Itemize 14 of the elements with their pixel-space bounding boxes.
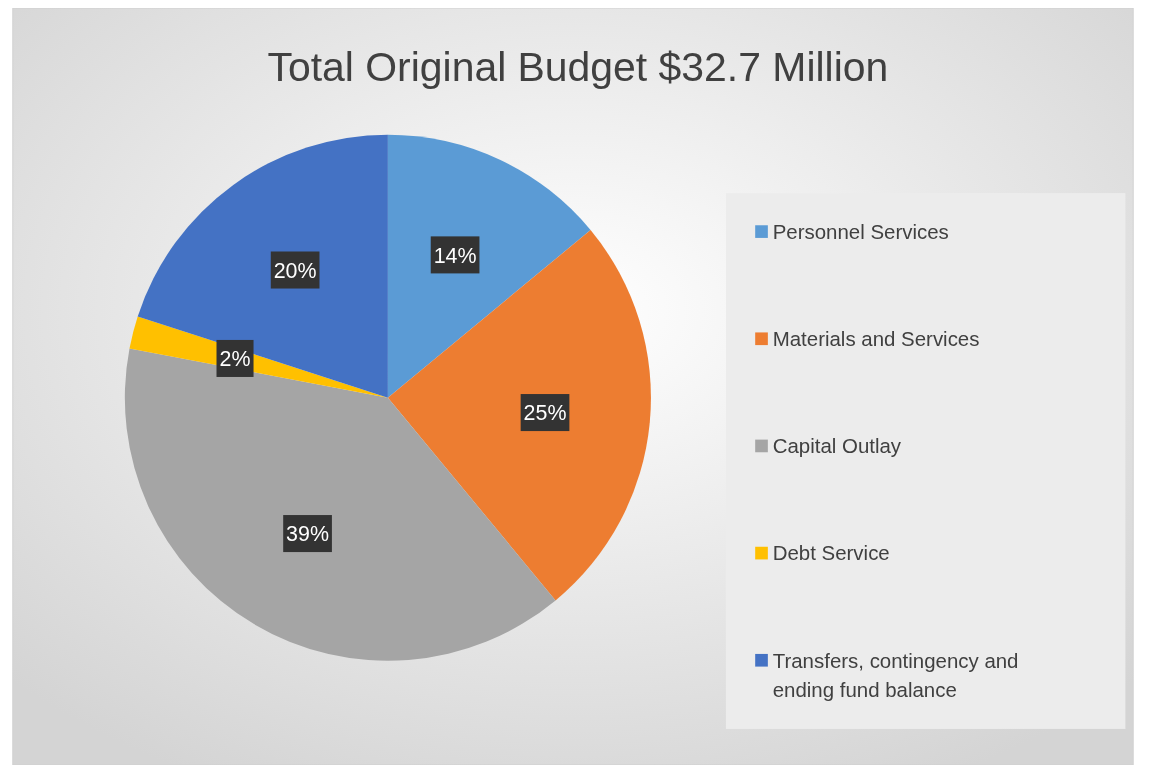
data-label: 2% [219, 347, 251, 372]
pie-slice [387, 230, 651, 601]
legend-label: Materials and Services [772, 327, 980, 351]
data-label: 20% [273, 258, 317, 283]
chart-title: Total Original Budget $32.7 Million [267, 44, 889, 91]
data-label: 14% [433, 243, 477, 268]
legend-label: Personnel Services [772, 219, 949, 243]
data-label: 25% [523, 401, 567, 426]
legend-label: Capital Outlay [772, 434, 902, 458]
legend-label: Debt Service [772, 541, 890, 565]
legend-label: Transfers, contingency and ending fund balance [772, 648, 1019, 701]
pie-slice [137, 134, 388, 398]
data-label: 39% [286, 522, 329, 547]
pie-slice [387, 134, 591, 398]
